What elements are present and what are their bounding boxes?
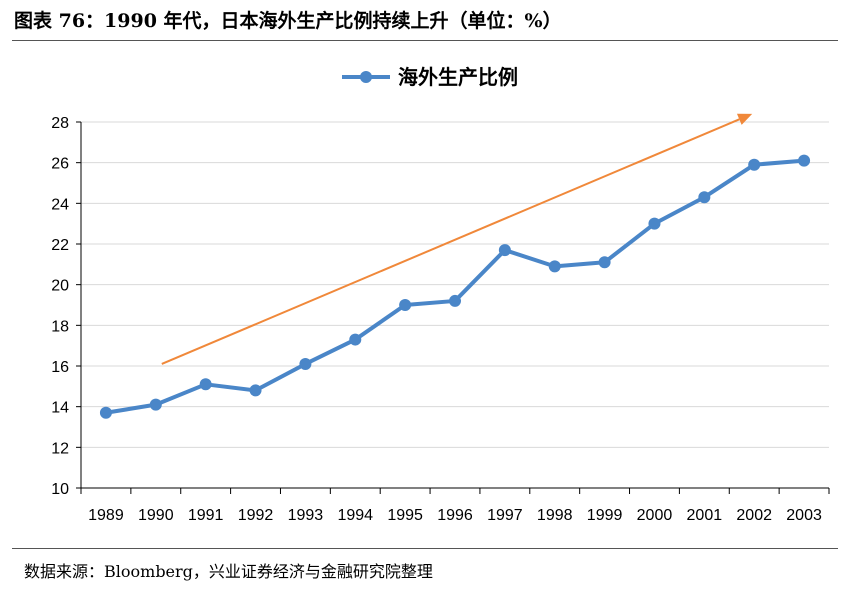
data-point-1990 — [149, 398, 162, 411]
data-point-1992 — [249, 384, 262, 397]
x-tick-label-1999: 1999 — [587, 507, 623, 524]
data-point-1998 — [548, 260, 561, 273]
x-tick-label-2002: 2002 — [736, 507, 772, 524]
x-tick-label-2001: 2001 — [687, 507, 723, 524]
x-tick-label-1998: 1998 — [537, 507, 573, 524]
trend-arrow — [161, 113, 753, 365]
x-tick-label-1991: 1991 — [188, 507, 224, 524]
x-tick-label-2003: 2003 — [786, 507, 822, 524]
data-point-1996 — [449, 294, 461, 307]
data-point-2002 — [748, 158, 761, 171]
y-tick-label-26: 26 — [51, 156, 69, 173]
y-tick-label-14: 14 — [51, 400, 69, 417]
line-chart: 10 12 14 16 18 20 22 24 26 28 1989 1990 1991 1992 199… — [51, 65, 830, 524]
x-tick-label-1995: 1995 — [387, 507, 423, 524]
legend: 海外生产比例 — [342, 65, 518, 89]
figure-title: 图表 76：1990 年代，日本海外生产比例持续上升（单位：%） — [14, 10, 562, 32]
data-point-1995 — [399, 299, 412, 311]
trend-arrow-shaft — [161, 118, 740, 365]
x-tick-label-1994: 1994 — [337, 507, 373, 524]
x-tick-label-1997: 1997 — [487, 507, 523, 524]
x-axis-ticks: 1989 1990 1991 1992 1993 1994 1995 1996 1997 1998… — [80, 488, 830, 524]
data-point-1994 — [349, 333, 362, 346]
y-axis-ticks: 10 12 14 16 18 20 22 24 26 28 — [51, 115, 81, 498]
grid-lines — [81, 121, 829, 448]
data-point-2000 — [648, 217, 661, 230]
y-tick-label-24: 24 — [51, 196, 69, 213]
data-point-1991 — [199, 378, 212, 391]
data-point-1989 — [99, 406, 112, 419]
x-tick-label-2000: 2000 — [637, 507, 673, 524]
top-rule — [12, 40, 838, 41]
y-tick-label-10: 10 — [51, 481, 69, 498]
trend-arrow-head — [736, 113, 753, 125]
x-tick-label-1992: 1992 — [238, 507, 274, 524]
series-group — [99, 154, 811, 419]
y-tick-label-28: 28 — [51, 115, 69, 132]
legend-point-marker — [360, 71, 372, 83]
data-point-1997 — [498, 244, 511, 257]
bottom-rule — [12, 548, 838, 549]
x-tick-label-1989: 1989 — [88, 507, 124, 524]
y-tick-label-12: 12 — [51, 440, 69, 457]
data-point-2001 — [698, 191, 711, 204]
y-tick-label-20: 20 — [51, 278, 69, 295]
data-point-1993 — [299, 357, 312, 370]
source-note: 数据来源：Bloomberg，兴业证券经济与金融研究院整理 — [24, 562, 433, 581]
x-tick-label-1993: 1993 — [288, 507, 324, 524]
x-tick-label-1996: 1996 — [437, 507, 473, 524]
data-point-1999 — [598, 256, 611, 269]
legend-label: 海外生产比例 — [398, 65, 518, 89]
axes — [80, 122, 829, 489]
y-tick-label-22: 22 — [51, 237, 69, 254]
x-tick-label-1990: 1990 — [138, 507, 174, 524]
data-point-2003 — [798, 154, 811, 167]
y-tick-label-18: 18 — [51, 318, 69, 335]
y-tick-label-16: 16 — [51, 359, 69, 376]
